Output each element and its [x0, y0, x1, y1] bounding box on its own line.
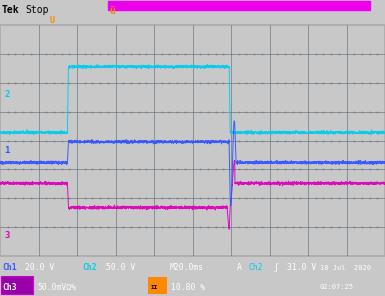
Text: 1: 1 [5, 147, 10, 155]
Text: ü: ü [110, 6, 116, 16]
Text: Ch2: Ch2 [248, 263, 263, 272]
Text: 18 Jul  2020: 18 Jul 2020 [320, 265, 370, 271]
Text: ʃ: ʃ [273, 263, 278, 272]
Text: Tek: Tek [2, 5, 20, 15]
Text: Stop: Stop [25, 5, 49, 15]
Text: II: II [150, 285, 157, 290]
Text: 2: 2 [5, 90, 10, 99]
Text: Ch3: Ch3 [2, 283, 17, 292]
FancyBboxPatch shape [1, 276, 33, 294]
Text: M20.0ms: M20.0ms [169, 263, 204, 272]
Text: Ch2: Ch2 [83, 263, 97, 272]
Text: 50.0mVΩ%: 50.0mVΩ% [38, 283, 77, 292]
Text: 3: 3 [5, 231, 10, 240]
Text: 50.0 V: 50.0 V [106, 263, 135, 272]
FancyBboxPatch shape [148, 277, 167, 294]
Text: U: U [50, 16, 55, 25]
Text: 02:07:25: 02:07:25 [320, 284, 353, 290]
Bar [108, 1, 370, 10]
Text: Ch1: Ch1 [2, 263, 17, 272]
Text: 20.0 V: 20.0 V [25, 263, 54, 272]
Text: 31.0 V: 31.0 V [287, 263, 316, 272]
Text: A: A [237, 263, 242, 272]
Text: 10.80 %: 10.80 % [171, 283, 206, 292]
